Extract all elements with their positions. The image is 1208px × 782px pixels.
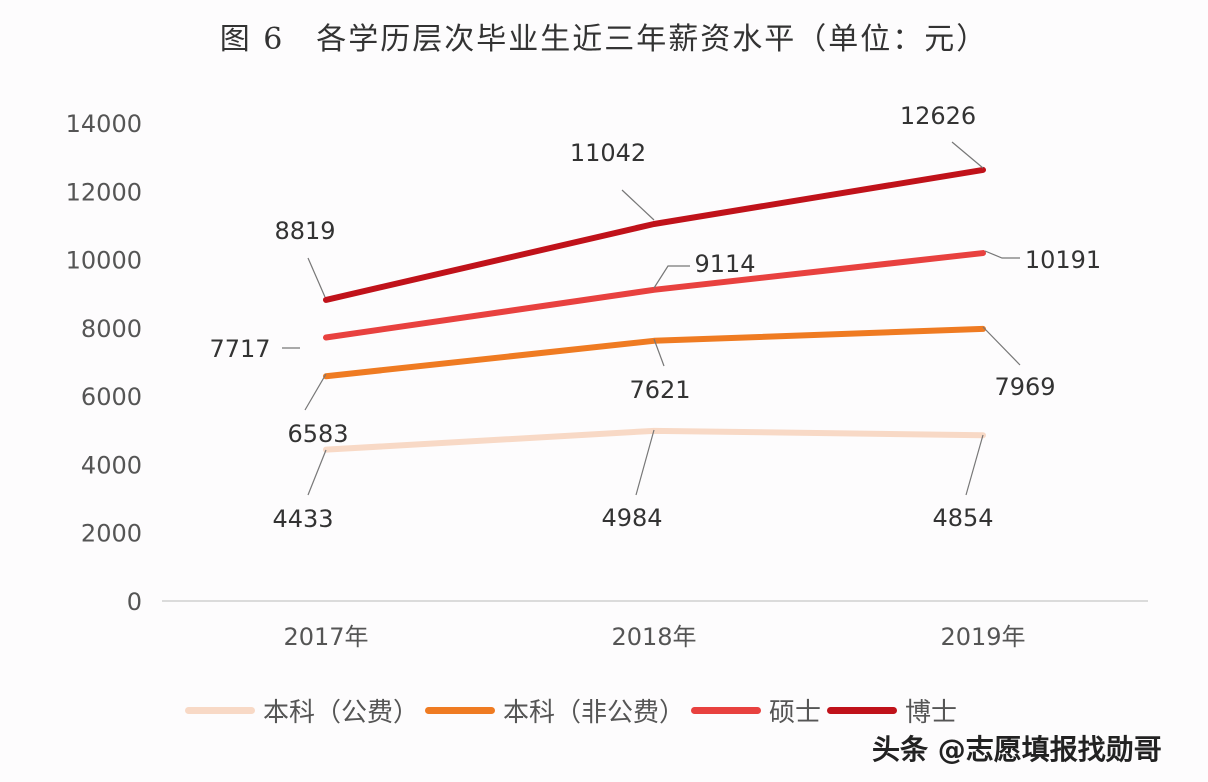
y-tick-label: 4000 xyxy=(81,451,142,479)
y-tick-label: 6000 xyxy=(81,383,142,411)
legend-swatch xyxy=(185,707,255,714)
series-line-2 xyxy=(323,250,986,341)
series-line-3 xyxy=(323,166,986,303)
data-label: 7717 xyxy=(209,335,270,363)
data-label: 11042 xyxy=(570,139,646,167)
series-line-0 xyxy=(323,427,986,453)
legend-label: 博士 xyxy=(905,698,958,728)
x-tick-label: 2019年 xyxy=(940,623,1025,651)
data-label: 4984 xyxy=(601,504,662,532)
leader-line xyxy=(982,326,1021,366)
leader-line xyxy=(621,189,655,221)
legend-label: 本科（非公费） xyxy=(503,698,686,728)
leader-line xyxy=(307,257,326,298)
leader-line xyxy=(307,449,327,496)
x-tick-label: 2018年 xyxy=(611,623,696,651)
leader-line xyxy=(951,141,984,169)
y-tick-label: 2000 xyxy=(81,520,142,548)
chart-title: 图 6 各学历层次毕业生近三年薪资水平（单位：元） xyxy=(219,22,989,57)
y-tick-label: 10000 xyxy=(66,247,142,275)
y-tick-label: 0 xyxy=(127,588,142,616)
legend-swatch xyxy=(827,707,898,714)
y-tick-label: 8000 xyxy=(81,315,142,343)
leader-line xyxy=(984,250,1020,259)
legend-item: 硕士 xyxy=(691,692,821,729)
data-label: 8819 xyxy=(274,217,335,245)
leader-line xyxy=(653,338,665,367)
x-tick-label: 2017年 xyxy=(283,623,368,651)
legend-label: 硕士 xyxy=(769,698,822,728)
legend-item: 本科（公费） xyxy=(185,692,419,729)
legend-swatch xyxy=(691,707,762,714)
leader-line xyxy=(304,373,327,411)
leader-line xyxy=(653,265,690,289)
data-label: 12626 xyxy=(900,102,976,130)
watermark: 头条 @志愿填报找勋哥 xyxy=(872,733,1162,766)
data-label: 6583 xyxy=(287,420,348,448)
leader-line xyxy=(965,434,984,496)
legend-label: 本科（公费） xyxy=(263,698,420,728)
legend-item: 博士 xyxy=(827,692,957,729)
legend-item: 本科（非公费） xyxy=(425,692,685,729)
leader-line xyxy=(635,429,655,496)
y-tick-label: 14000 xyxy=(66,110,142,138)
legend-swatch xyxy=(425,707,496,714)
data-label: 10191 xyxy=(1025,246,1101,274)
legend: 本科（公费） 本科（非公费） 硕士 博士 xyxy=(185,692,963,729)
series-line-1 xyxy=(323,325,986,380)
data-label: 7621 xyxy=(629,376,690,404)
y-tick-label: 12000 xyxy=(66,178,142,206)
data-label: 4433 xyxy=(272,505,333,533)
data-label: 7969 xyxy=(994,373,1055,401)
data-label: 4854 xyxy=(932,504,993,532)
data-label: 9114 xyxy=(694,250,755,278)
